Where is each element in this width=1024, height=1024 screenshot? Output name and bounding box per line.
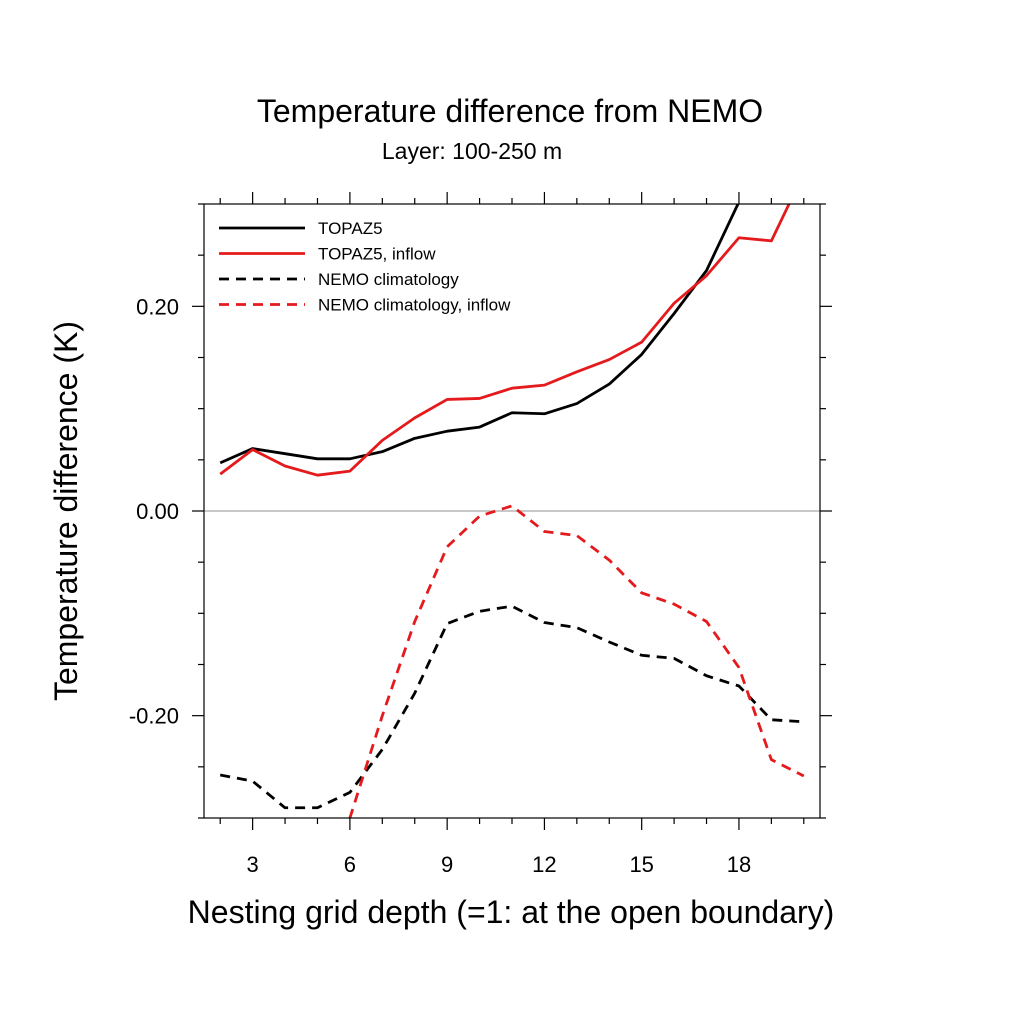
legend-label-4: NEMO climatology, inflow	[318, 296, 511, 315]
y-axis: -0.20 0.00 0.20	[129, 203, 832, 819]
x-tick-label: 18	[727, 852, 751, 877]
legend-label-3: NEMO climatology	[318, 270, 459, 289]
series-lines	[219, 204, 805, 818]
series-line-3	[219, 604, 804, 810]
y-tick-label: 0.20	[136, 294, 179, 319]
x-axis-title: Nesting grid depth (=1: at the open boun…	[188, 894, 835, 930]
x-tick-label: 6	[344, 852, 356, 877]
series-line-4	[348, 504, 805, 818]
y-tick-label: -0.20	[129, 704, 179, 729]
x-tick-label: 9	[441, 852, 453, 877]
chart-title: Temperature difference from NEMO	[257, 93, 763, 129]
series-line-2	[219, 204, 791, 477]
legend-label-2: TOPAZ5, inflow	[318, 245, 436, 264]
x-axis: 3 6 9 12 15 18	[219, 192, 805, 877]
y-axis-title: Temperature difference (K)	[48, 321, 84, 701]
legend-label-1: TOPAZ5	[318, 219, 383, 238]
y-tick-label: 0.00	[136, 499, 179, 524]
legend: TOPAZ5 TOPAZ5, inflow NEMO climatology NEMO…	[219, 219, 511, 315]
x-tick-label: 12	[532, 852, 556, 877]
chart-subtitle: Layer: 100-250 m	[382, 138, 562, 164]
x-tick-label: 15	[629, 852, 653, 877]
series-line-1	[219, 204, 740, 465]
x-tick-label: 3	[247, 852, 259, 877]
